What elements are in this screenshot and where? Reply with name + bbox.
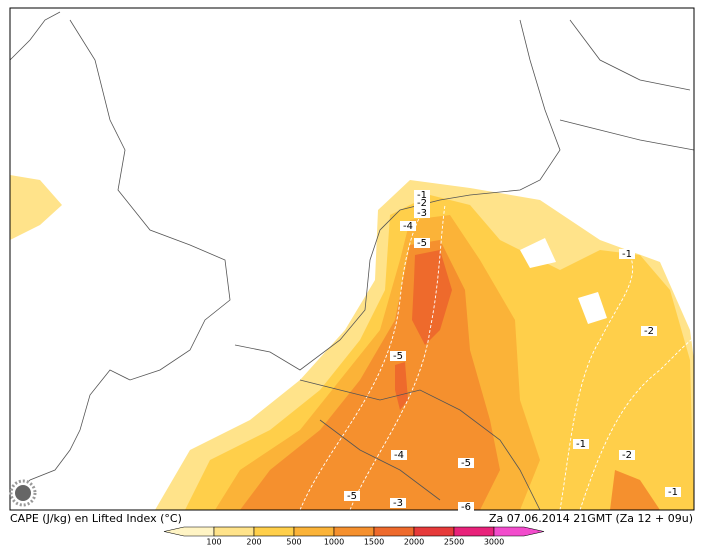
contour-label: -5 [417,238,427,249]
contour-label-box [573,439,589,449]
contour-label: -1 [576,439,586,450]
contour-label-box [391,450,407,460]
contour-label: -3 [417,208,427,219]
contour-label: -4 [394,450,404,461]
contour-label: -1 [622,249,632,260]
contour-labels: -1-2-3-4-5-1-2-5-4-5-1-2-5-3 -6-1 [344,190,681,513]
isoline [579,337,695,511]
legend-swatch [413,526,455,537]
contour-label: -2 [622,450,632,461]
contour-label: -2 [644,326,654,337]
contour-label-box [344,491,360,501]
legend-label: 2500 [444,538,464,546]
contour-label-box [414,238,430,248]
contour-label: -3 [393,498,403,509]
coastline [19,19,231,491]
no-cape [520,238,556,268]
map-frame [9,7,695,511]
isoline [559,254,634,511]
footer-title: CAPE (J/kg) en Lifted Index (°C) [10,512,182,525]
valid-time: Za 07.06.2014 21GMT (Za 12 + 09u) [489,512,693,525]
contour-label: -4 [403,221,413,232]
contour-label-box [414,190,430,200]
legend-label: 100 [206,538,221,546]
contour-label-box [390,351,406,361]
legend: 100 200 500 1000 1500 2000 2500 3000 [163,526,545,546]
legend-label: 2000 [404,538,424,546]
contour-label-box [641,326,657,336]
border [299,379,541,511]
legend-swatch [253,526,295,537]
legend-label: 200 [246,538,261,546]
contour-label: -1 [417,190,427,201]
isoline [299,199,431,511]
contour-label: -2 [417,198,427,209]
contour-label: -5 [461,458,471,469]
legend-swatch [213,526,255,537]
coastline [9,11,61,61]
no-cape [578,292,607,324]
contour-label-box [414,208,430,218]
cape-field [412,250,452,345]
contour-label-box [458,502,474,512]
contour-label-box [414,198,430,208]
contour-label: -6 [461,502,471,513]
legend-swatch [373,526,415,537]
contour-label-box [665,487,681,497]
logo [9,479,37,507]
legend-swatch [163,526,215,537]
legend-label: 3000 [484,538,504,546]
contour-label-box [458,458,474,468]
contour-label: -1 [668,487,678,498]
contour-label-box [400,221,416,231]
legend-swatch [293,526,335,537]
contour-label-box [619,450,635,460]
legend-label: 500 [286,538,301,546]
contour-label-box [619,249,635,259]
cape-field [10,175,62,240]
isoline [349,204,446,511]
legend-label: 1500 [364,538,384,546]
contour-label-box [390,498,406,508]
coastline [559,19,695,151]
legend-swatch [493,526,545,537]
map [9,7,695,511]
legend-label: 1000 [324,538,344,546]
legend-swatch [453,526,495,537]
contour-label: -5 [393,351,403,362]
legend-swatch [333,526,375,537]
contour-label: -5 [347,491,357,502]
cape-field [610,470,660,510]
cape-field [395,362,408,410]
